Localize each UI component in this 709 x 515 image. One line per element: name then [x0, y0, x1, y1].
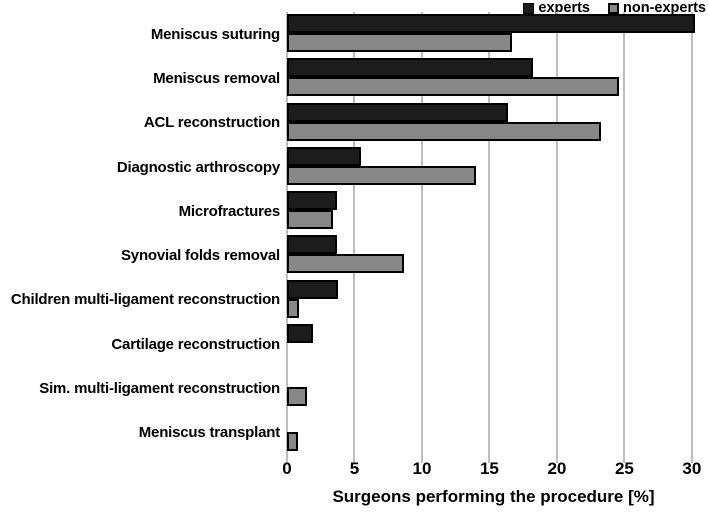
- bar-group: [287, 56, 700, 100]
- bar-experts: [287, 14, 695, 33]
- bar-non-experts: [287, 254, 405, 274]
- category-label: Children multi-ligament reconstruction: [10, 291, 280, 309]
- bar-experts: [287, 235, 337, 255]
- category-rows: Meniscus suturing Meniscus removal ACL rec…: [0, 12, 700, 455]
- bar-group: [287, 411, 700, 455]
- bar-non-experts: [287, 165, 476, 185]
- legend-label: non-experts: [623, 0, 706, 16]
- bar-group: [287, 12, 700, 56]
- gridline: [690, 12, 693, 463]
- legend-item-experts: experts: [523, 1, 590, 16]
- gridline: [353, 12, 356, 463]
- x-axis-title: Surgeons performing the procedure [%]: [332, 487, 655, 506]
- category-label: Meniscus removal: [153, 69, 280, 87]
- experts-swatch-icon: [523, 2, 535, 14]
- bar-non-experts: [287, 298, 300, 318]
- bar-experts: [287, 146, 362, 166]
- category-label: Cartilage reconstruction: [111, 335, 280, 353]
- legend-label: experts: [538, 0, 590, 16]
- category-label: Synovial folds removal: [121, 247, 280, 265]
- x-tick-label: 10: [412, 459, 432, 478]
- table-row: Cartilage reconstruction: [0, 322, 700, 366]
- bar-non-experts: [287, 77, 620, 97]
- table-row: Meniscus transplant: [0, 411, 700, 455]
- bar-experts: [287, 191, 337, 211]
- bar-group: [287, 145, 700, 189]
- bar-group: [287, 189, 700, 233]
- category-label: Meniscus suturing: [150, 25, 280, 43]
- gridline: [488, 12, 491, 463]
- bar-experts: [287, 324, 313, 344]
- x-tick-label: 25: [614, 459, 634, 478]
- bar-non-experts: [287, 33, 513, 52]
- x-tick-label: 0: [282, 459, 292, 478]
- bar-group: [287, 322, 700, 366]
- legend-item-non-experts: non-experts: [608, 1, 706, 16]
- table-row: Microfractures: [0, 189, 700, 233]
- category-label: Microfractures: [178, 202, 281, 220]
- bar-group: [287, 233, 700, 277]
- bar-group: [287, 278, 700, 322]
- bar-non-experts: [287, 121, 602, 141]
- non-experts-swatch-icon: [608, 2, 619, 14]
- category-label: ACL reconstruction: [143, 114, 280, 132]
- bar-experts: [287, 279, 339, 299]
- x-tick-label: 20: [547, 459, 567, 478]
- category-label: Diagnostic arthroscopy: [116, 158, 280, 176]
- x-tick-label: 5: [349, 459, 360, 478]
- bar-experts: [287, 102, 509, 122]
- category-label: Meniscus transplant: [138, 424, 280, 442]
- bar-group: [287, 366, 700, 410]
- x-tick-label: 15: [479, 459, 499, 478]
- x-tick-label: 30: [682, 459, 702, 478]
- category-label: Sim. multi-ligament reconstruction: [39, 380, 280, 398]
- legend: experts non-experts: [523, 0, 706, 16]
- gridline: [555, 12, 558, 463]
- table-row: Sim. multi-ligament reconstruction: [0, 366, 700, 410]
- table-row: ACL reconstruction: [0, 101, 700, 145]
- gridline: [420, 12, 423, 463]
- x-axis-ticks: 0 5 10 15 20 25 30: [282, 459, 702, 480]
- table-row: Children multi-ligament reconstruction: [0, 278, 700, 322]
- bar-non-experts: [287, 387, 308, 407]
- bar-experts: [287, 58, 533, 78]
- table-row: Synovial folds removal: [0, 233, 700, 277]
- bar-group: [287, 101, 700, 145]
- gridline: [623, 12, 626, 463]
- table-row: Meniscus suturing: [0, 12, 700, 56]
- bar-non-experts: [287, 431, 298, 451]
- bar-non-experts: [287, 210, 333, 230]
- table-row: Diagnostic arthroscopy: [0, 145, 700, 189]
- table-row: Meniscus removal: [0, 56, 700, 100]
